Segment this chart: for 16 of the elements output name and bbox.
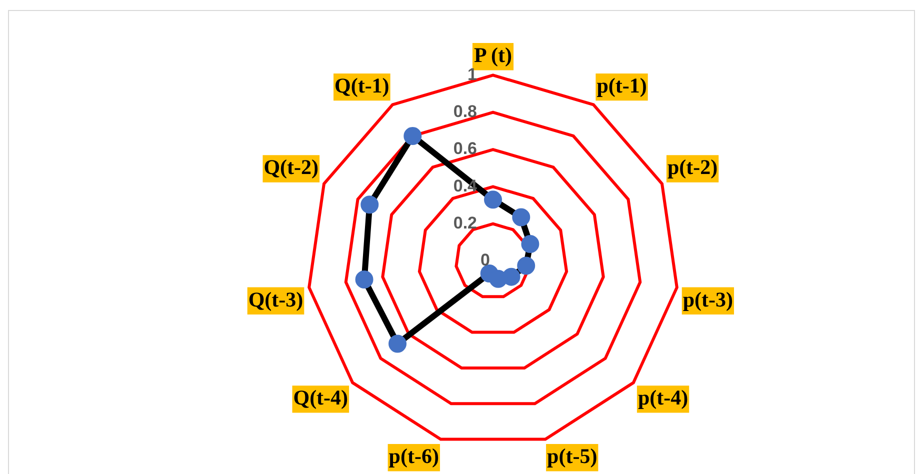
y-tick-label: 0.6 <box>453 139 477 158</box>
spoke-label: p(t-4) <box>638 386 688 410</box>
spoke-label: p(t-5) <box>547 444 598 468</box>
y-tick-label: 0.8 <box>453 102 477 122</box>
spoke-label: Q(t-3) <box>248 287 304 312</box>
spoke-label: Q(t-2) <box>264 155 319 180</box>
y-tick-label: 0.2 <box>453 214 477 233</box>
spoke-label: P (t) <box>474 43 512 68</box>
spoke-label: p(t-2) <box>667 155 718 180</box>
spoke-label: p(t-6) <box>388 444 439 468</box>
spoke-label: p(t-1) <box>596 73 647 98</box>
spoke-label: Q(t-1) <box>334 73 390 98</box>
y-tick-label: 1 <box>468 64 477 84</box>
y-tick-label: 0 <box>480 250 490 270</box>
spoke-label: p(t-3) <box>682 287 734 312</box>
spoke-label: Q(t-4) <box>293 386 348 410</box>
